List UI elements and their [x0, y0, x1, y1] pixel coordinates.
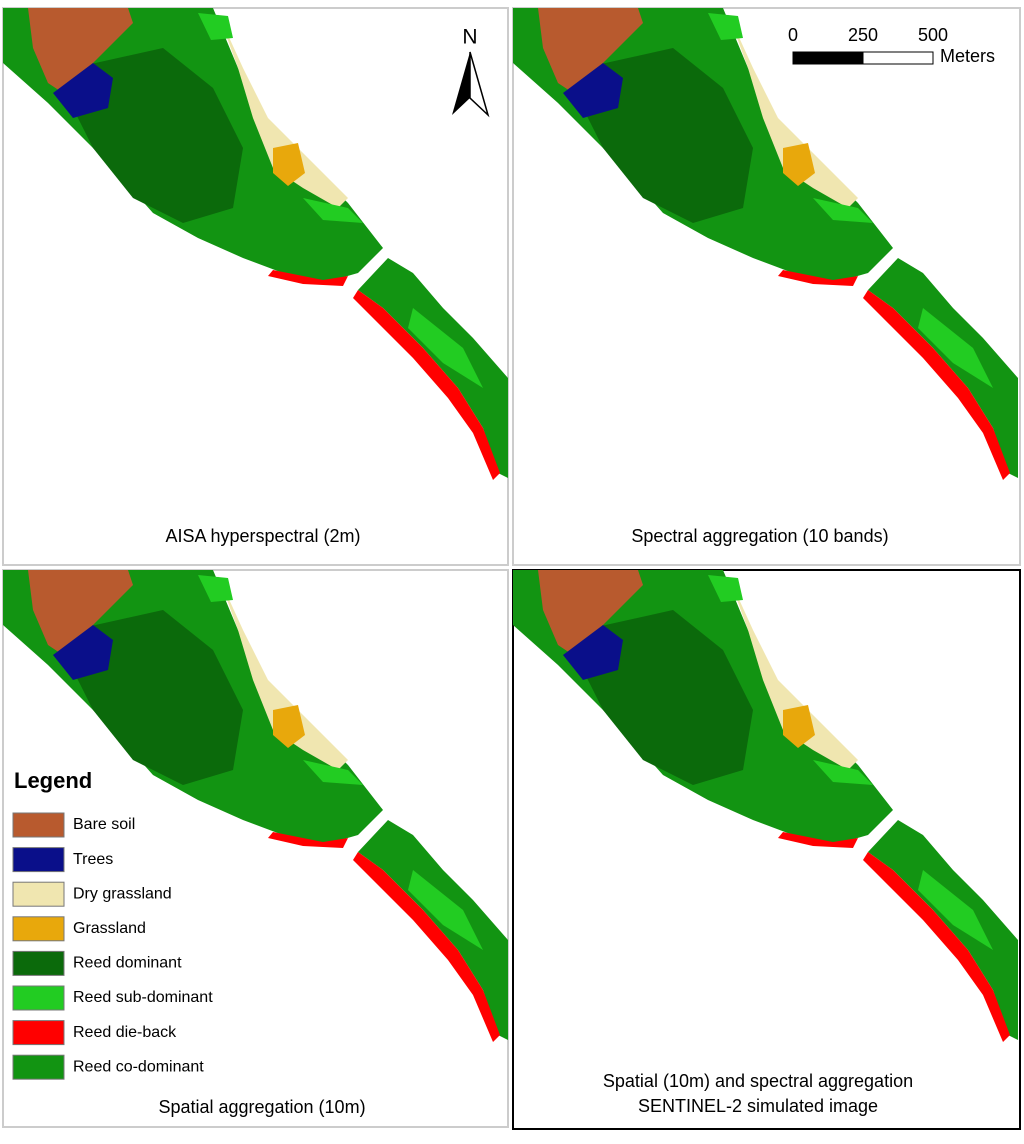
panel-frame — [2, 7, 509, 566]
scale-segment — [792, 51, 864, 65]
land-cover-patch — [583, 48, 753, 223]
scale-unit: Meters — [940, 46, 995, 66]
land-cover-patch — [268, 832, 348, 848]
scale-tick-label: 250 — [848, 25, 878, 45]
panel-frame — [512, 569, 1021, 1130]
land-cover-patch — [918, 870, 993, 950]
land-cover-patch — [303, 760, 363, 785]
land-cover-patch — [198, 575, 233, 602]
map — [513, 570, 1018, 1042]
land-cover-patch — [353, 290, 500, 480]
legend-swatch — [12, 1020, 65, 1046]
land-cover-patch — [268, 270, 348, 286]
legend-swatch — [12, 950, 65, 976]
panel-caption: SENTINEL-2 simulated image — [638, 1096, 878, 1116]
land-cover-patch — [408, 308, 483, 388]
north-arrow: N — [452, 26, 490, 118]
land-cover-patch — [868, 258, 1018, 478]
land-cover-patch — [73, 610, 243, 785]
land-cover-patch — [563, 63, 623, 118]
legend-label: Dry grassland — [73, 885, 172, 902]
north-label: N — [462, 26, 477, 49]
map — [3, 570, 508, 1042]
land-cover-patch — [73, 48, 243, 223]
land-cover-patch — [708, 13, 743, 40]
land-cover-patch — [198, 13, 233, 40]
land-cover-patch — [538, 570, 643, 655]
land-cover-patch — [358, 820, 508, 1040]
panel-caption: Spectral aggregation (10 bands) — [631, 526, 888, 546]
scale-segment — [862, 51, 934, 65]
legend-title: Legend — [14, 768, 92, 793]
legend-label: Reed dominant — [73, 955, 182, 972]
north-arrow-left — [452, 52, 470, 115]
land-cover-patch — [813, 760, 873, 785]
legend-swatch — [12, 847, 65, 873]
land-cover-patch — [53, 625, 113, 680]
panel-caption: Spatial aggregation (10m) — [158, 1097, 365, 1117]
land-cover-patch — [538, 8, 643, 93]
land-cover-patch — [863, 290, 1010, 480]
land-cover-patch — [813, 198, 873, 223]
land-cover-patch — [353, 852, 500, 1042]
legend-swatch — [12, 916, 65, 942]
land-cover-patch — [273, 705, 305, 748]
north-arrow-right — [469, 51, 490, 118]
legend-label: Trees — [73, 851, 113, 868]
panel-caption: AISA hyperspectral (2m) — [165, 526, 360, 546]
legend-swatch — [12, 812, 65, 838]
panel-frame — [512, 7, 1021, 566]
land-cover-patch — [783, 143, 815, 186]
legend-swatch — [12, 881, 65, 907]
land-cover-patch — [783, 705, 815, 748]
map — [3, 8, 508, 480]
land-cover-patch — [563, 625, 623, 680]
legend-label: Reed die-back — [73, 1024, 177, 1041]
land-cover-patch — [408, 870, 483, 950]
legend: Legend Bare soil Trees Dry grassland Grassl… — [12, 768, 213, 1080]
land-cover-patch — [778, 270, 858, 286]
land-cover-patch — [583, 610, 753, 785]
scale-tick-label: 0 — [788, 25, 798, 45]
scale-tick-label: 500 — [918, 25, 948, 45]
legend-swatch — [12, 1054, 65, 1080]
land-cover-patch — [358, 258, 508, 478]
land-cover-patch — [918, 308, 993, 388]
land-cover-patch — [778, 832, 858, 848]
legend-label: Reed sub-dominant — [73, 989, 213, 1006]
panel-caption: Spatial (10m) and spectral aggregation — [603, 1071, 913, 1091]
land-cover-patch — [863, 852, 1010, 1042]
land-cover-patch — [303, 198, 363, 223]
land-cover-patch — [708, 575, 743, 602]
land-cover-patch — [273, 143, 305, 186]
legend-swatch — [12, 985, 65, 1011]
land-cover-patch — [53, 63, 113, 118]
legend-label: Bare soil — [73, 816, 135, 833]
legend-label: Grassland — [73, 920, 146, 937]
land-cover-patch — [868, 820, 1018, 1040]
legend-label: Reed co-dominant — [73, 1058, 204, 1075]
panel-frame — [2, 569, 509, 1128]
map — [513, 8, 1018, 480]
land-cover-patch — [28, 8, 133, 93]
land-cover-patch — [28, 570, 133, 655]
maps — [3, 8, 1018, 1042]
